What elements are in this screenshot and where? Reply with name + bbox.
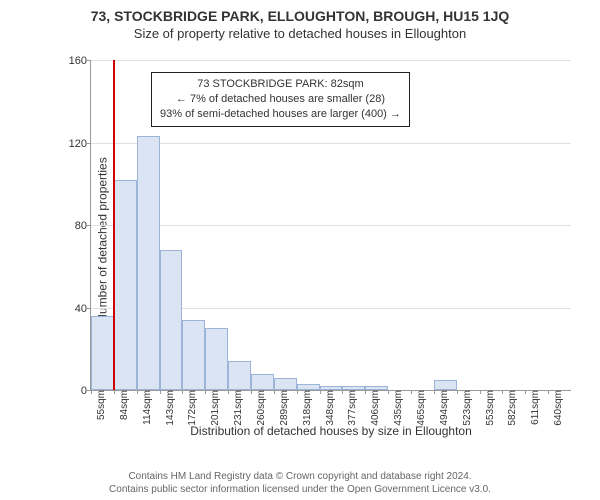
xtick-mark — [388, 390, 389, 394]
xtick-label: 55sqm — [96, 390, 107, 420]
xtick-label: 289sqm — [279, 390, 290, 426]
xtick-mark — [502, 390, 503, 394]
xtick-mark — [228, 390, 229, 394]
histogram-bar — [160, 250, 183, 390]
xtick-label: 465sqm — [416, 390, 427, 426]
histogram-bar — [434, 380, 457, 390]
ytick-label: 0 — [61, 385, 87, 397]
xtick-label: 231sqm — [233, 390, 244, 426]
xtick-mark — [205, 390, 206, 394]
xtick-label: 611sqm — [530, 390, 541, 425]
xtick-mark — [480, 390, 481, 394]
histogram-chart: Number of detached properties Distributi… — [60, 50, 580, 430]
xtick-mark — [548, 390, 549, 394]
figure-container: 73, STOCKBRIDGE PARK, ELLOUGHTON, BROUGH… — [0, 0, 600, 500]
xtick-label: 143sqm — [165, 390, 176, 426]
xtick-label: 406sqm — [370, 390, 381, 426]
xtick-mark — [297, 390, 298, 394]
info-line-2: ← 7% of detached houses are smaller (28) — [160, 92, 401, 107]
xtick-mark — [457, 390, 458, 394]
page-title: 73, STOCKBRIDGE PARK, ELLOUGHTON, BROUGH… — [0, 0, 600, 24]
histogram-bar — [205, 328, 228, 390]
xtick-mark — [434, 390, 435, 394]
xtick-mark — [525, 390, 526, 394]
xtick-mark — [274, 390, 275, 394]
histogram-bar — [114, 180, 137, 390]
histogram-bar — [228, 361, 251, 390]
footer-line-2: Contains public sector information licen… — [0, 484, 600, 497]
property-marker-line — [113, 60, 115, 390]
x-axis-label: Distribution of detached houses by size … — [190, 424, 472, 438]
ytick-label: 80 — [61, 220, 87, 232]
plot-area: Distribution of detached houses by size … — [90, 60, 571, 391]
ytick-mark — [87, 143, 91, 144]
xtick-label: 582sqm — [507, 390, 518, 426]
xtick-mark — [160, 390, 161, 394]
xtick-label: 553sqm — [485, 390, 496, 426]
xtick-mark — [137, 390, 138, 394]
page-subtitle: Size of property relative to detached ho… — [0, 24, 600, 41]
xtick-label: 84sqm — [119, 390, 130, 420]
xtick-label: 348sqm — [325, 390, 336, 426]
histogram-bar — [182, 320, 205, 390]
xtick-mark — [91, 390, 92, 394]
ytick-label: 40 — [61, 303, 87, 315]
info-line-3: 93% of semi-detached houses are larger (… — [160, 107, 401, 122]
xtick-label: 318sqm — [302, 390, 313, 426]
histogram-bar — [251, 374, 274, 391]
xtick-label: 435sqm — [393, 390, 404, 426]
xtick-label: 640sqm — [553, 390, 564, 426]
xtick-label: 201sqm — [210, 390, 221, 426]
xtick-mark — [342, 390, 343, 394]
histogram-bar — [274, 378, 297, 390]
histogram-bar — [91, 316, 114, 390]
gridline — [91, 60, 571, 61]
footer: Contains HM Land Registry data © Crown c… — [0, 471, 600, 496]
xtick-mark — [365, 390, 366, 394]
xtick-label: 523sqm — [462, 390, 473, 426]
ytick-mark — [87, 60, 91, 61]
ytick-label: 120 — [61, 138, 87, 150]
ytick-mark — [87, 225, 91, 226]
ytick-mark — [87, 308, 91, 309]
ytick-label: 160 — [61, 55, 87, 67]
gridline — [91, 225, 571, 226]
info-box: 73 STOCKBRIDGE PARK: 82sqm ← 7% of detac… — [151, 72, 410, 127]
histogram-bar — [137, 136, 160, 390]
xtick-label: 377sqm — [347, 390, 358, 426]
xtick-label: 260sqm — [256, 390, 267, 426]
xtick-label: 114sqm — [142, 390, 153, 425]
footer-line-1: Contains HM Land Registry data © Crown c… — [0, 471, 600, 484]
xtick-mark — [320, 390, 321, 394]
xtick-mark — [182, 390, 183, 394]
xtick-mark — [251, 390, 252, 394]
xtick-label: 494sqm — [439, 390, 450, 426]
xtick-mark — [411, 390, 412, 394]
xtick-label: 172sqm — [187, 390, 198, 426]
xtick-mark — [114, 390, 115, 394]
gridline — [91, 143, 571, 144]
info-line-1: 73 STOCKBRIDGE PARK: 82sqm — [160, 77, 401, 92]
